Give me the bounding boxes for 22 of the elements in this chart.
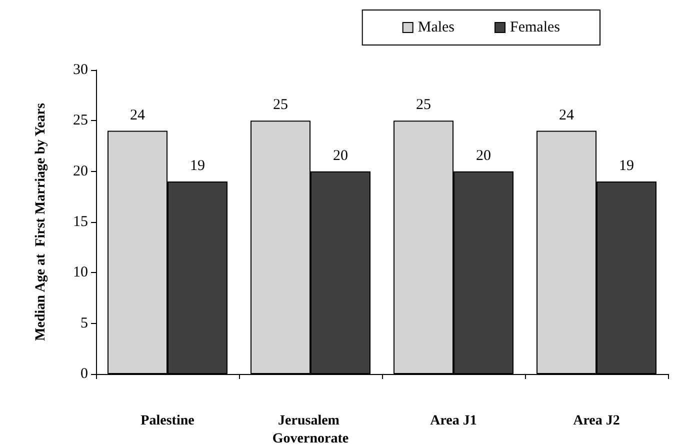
y-axis-title: Median Age at First Marriage by Years bbox=[34, 102, 48, 341]
y-tick-label: 5 bbox=[80, 315, 88, 332]
data-label: 24 bbox=[559, 107, 574, 124]
data-label: 24 bbox=[130, 107, 146, 124]
y-tick-label: 0 bbox=[80, 366, 88, 382]
x-tick-label: Area J2 bbox=[573, 414, 620, 428]
x-tick-label: Area J1 bbox=[430, 414, 477, 428]
data-label: 25 bbox=[416, 97, 431, 114]
y-tick-label: 30 bbox=[73, 62, 88, 78]
legend-label: Females bbox=[510, 20, 560, 36]
y-tick-label: 10 bbox=[73, 264, 88, 281]
y-tick-label: 25 bbox=[73, 112, 88, 129]
data-label: 20 bbox=[476, 148, 491, 164]
data-label: 19 bbox=[619, 158, 634, 174]
data-label: 20 bbox=[333, 148, 348, 164]
legend-label: Males bbox=[418, 20, 455, 36]
x-tick-label: Palestine bbox=[140, 414, 194, 428]
data-label: 25 bbox=[273, 97, 288, 114]
data-label: 19 bbox=[190, 158, 205, 174]
y-tick-label: 15 bbox=[73, 214, 88, 230]
x-tick-label: Jerusalem Governorate bbox=[272, 414, 349, 446]
y-tick-label: 20 bbox=[73, 163, 88, 180]
